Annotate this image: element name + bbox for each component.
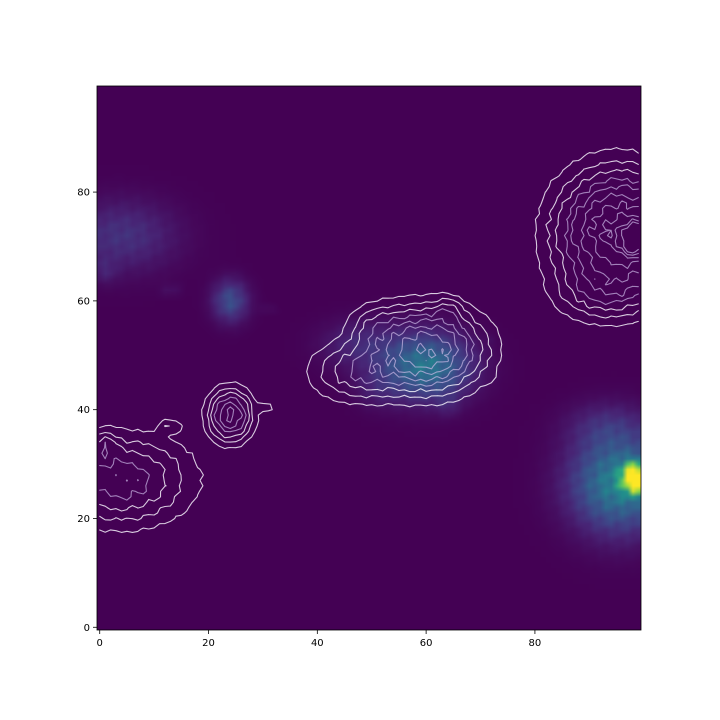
plot-frame bbox=[96, 85, 642, 631]
y-tick-label: 80 bbox=[77, 188, 90, 199]
contour-line bbox=[99, 147, 639, 533]
x-tick-label: 80 bbox=[529, 638, 542, 649]
y-tick-label: 20 bbox=[77, 514, 90, 525]
contour-line bbox=[398, 200, 639, 370]
contour-line bbox=[621, 221, 639, 254]
y-tick-label: 0 bbox=[84, 623, 90, 634]
contour-line bbox=[99, 160, 639, 521]
x-tick-label: 60 bbox=[420, 638, 433, 649]
contour-line bbox=[99, 177, 639, 501]
contour-line bbox=[226, 192, 639, 423]
y-axis: 0 20 40 60 80 bbox=[77, 188, 97, 634]
contour-line bbox=[99, 168, 639, 512]
contour-line bbox=[115, 184, 639, 482]
x-tick-label: 0 bbox=[97, 638, 103, 649]
x-axis: 0 20 40 60 80 bbox=[97, 630, 542, 649]
contour-line bbox=[416, 211, 639, 359]
heatmap-image bbox=[97, 86, 641, 630]
y-tick-label: 60 bbox=[77, 296, 90, 307]
contour-layer bbox=[99, 147, 639, 533]
x-tick-label: 40 bbox=[311, 638, 324, 649]
x-tick-label: 20 bbox=[202, 638, 215, 649]
y-tick-label: 40 bbox=[77, 405, 90, 416]
contour-line bbox=[614, 218, 639, 256]
plot-area bbox=[96, 85, 642, 631]
